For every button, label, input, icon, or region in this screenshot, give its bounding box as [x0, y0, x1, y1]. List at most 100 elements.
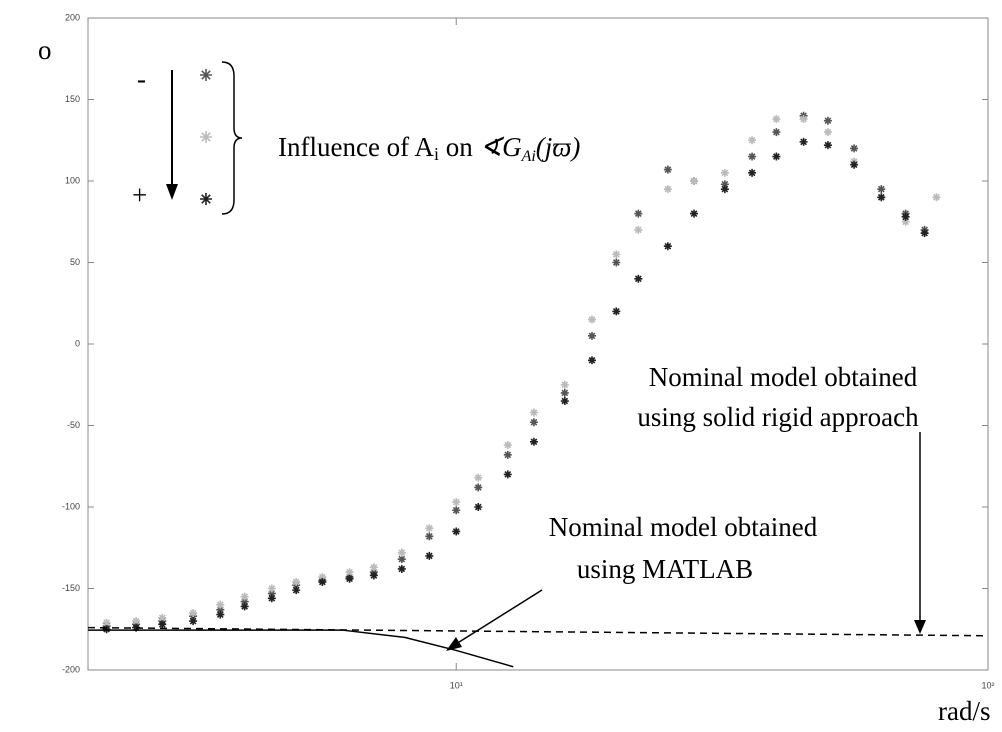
marker: [345, 568, 354, 577]
annotation: Nominal model obtained: [549, 512, 818, 542]
marker: [216, 600, 225, 609]
marker: [102, 625, 111, 634]
marker: [920, 229, 929, 238]
marker: [452, 506, 461, 515]
marker: [529, 408, 538, 417]
annotation-arrow: [455, 589, 543, 645]
marker: [634, 209, 643, 218]
annotation: Nominal model obtained: [649, 362, 918, 392]
marker: [474, 503, 483, 511]
annotation-arrow-head: [446, 637, 462, 651]
marker: [850, 144, 859, 153]
marker: [772, 128, 781, 137]
marker: [345, 574, 354, 583]
marker: [901, 212, 910, 221]
marker: [634, 274, 643, 283]
annotation: using solid rigid approach: [637, 402, 919, 432]
marker: [267, 589, 276, 598]
y-tick-label: 50: [70, 257, 80, 267]
legend-plus: +: [132, 180, 147, 210]
legend-brace: [221, 61, 243, 215]
influence-sub: Ai: [521, 148, 536, 165]
annotation: using MATLAB: [577, 554, 753, 584]
legend-marker: [200, 131, 212, 143]
marker: [587, 315, 596, 324]
marker: [503, 450, 512, 459]
marker: [425, 551, 434, 560]
marker: [690, 209, 699, 218]
marker: [158, 613, 167, 622]
marker: [474, 473, 483, 482]
influence-text: on: [439, 132, 480, 162]
marker: [529, 418, 538, 427]
marker: [292, 586, 301, 595]
marker: [720, 168, 729, 177]
influence-math: ∢G: [479, 132, 521, 162]
plot-frame: [87, 17, 989, 671]
y-tick-label: -200: [62, 664, 80, 674]
marker: [452, 527, 461, 536]
marker: [292, 577, 301, 586]
y-tick-label: -100: [62, 501, 80, 511]
y-tick-label: -50: [67, 420, 80, 430]
annotation-arrow-head: [914, 620, 926, 634]
y-tick-label: 150: [65, 94, 80, 104]
marker: [369, 571, 378, 580]
marker: [799, 137, 808, 146]
marker: [663, 165, 672, 174]
marker: [877, 193, 886, 202]
marker: [560, 388, 569, 397]
marker: [612, 307, 621, 316]
marker: [748, 136, 757, 145]
marker: [267, 584, 276, 593]
marker: [823, 128, 832, 137]
marker: [474, 483, 483, 492]
marker: [901, 217, 910, 226]
marker: [529, 437, 538, 446]
marker: [216, 605, 225, 614]
influence-math: (jϖ): [536, 132, 581, 162]
marker: [240, 597, 249, 606]
marker: [772, 115, 781, 124]
marker: [772, 152, 781, 161]
marker: [102, 618, 111, 627]
marker: [132, 617, 141, 626]
marker: [663, 242, 672, 251]
nominal-line: [87, 626, 989, 637]
marker: [425, 524, 434, 533]
marker: [397, 564, 406, 573]
x-tick-label: 10²: [981, 680, 994, 690]
y-tick-label: 200: [65, 12, 80, 22]
marker: [397, 555, 406, 564]
marker: [612, 250, 621, 259]
marker: [932, 193, 941, 202]
marker: [452, 498, 461, 507]
marker: [158, 620, 167, 629]
marker: [318, 577, 327, 586]
marker: [748, 168, 757, 177]
marker: [877, 185, 886, 194]
marker: [663, 185, 672, 194]
nominal-line: [88, 629, 514, 668]
marker: [503, 470, 512, 479]
marker: [189, 617, 198, 626]
marker: [503, 441, 512, 450]
marker: [560, 397, 569, 406]
marker: [587, 331, 596, 340]
legend-marker: [200, 193, 212, 205]
marker: [720, 180, 729, 189]
marker: [240, 592, 249, 601]
influence-sub: i: [434, 144, 439, 164]
y-axis-label: o: [38, 35, 52, 65]
marker: [560, 380, 569, 389]
marker: [634, 225, 643, 234]
marker: [267, 594, 276, 603]
marker: [189, 608, 198, 617]
marker: [612, 258, 621, 267]
legend-marker: [200, 69, 212, 81]
marker: [690, 177, 699, 185]
x-tick-label: 10¹: [450, 680, 463, 690]
marker: [748, 152, 757, 161]
